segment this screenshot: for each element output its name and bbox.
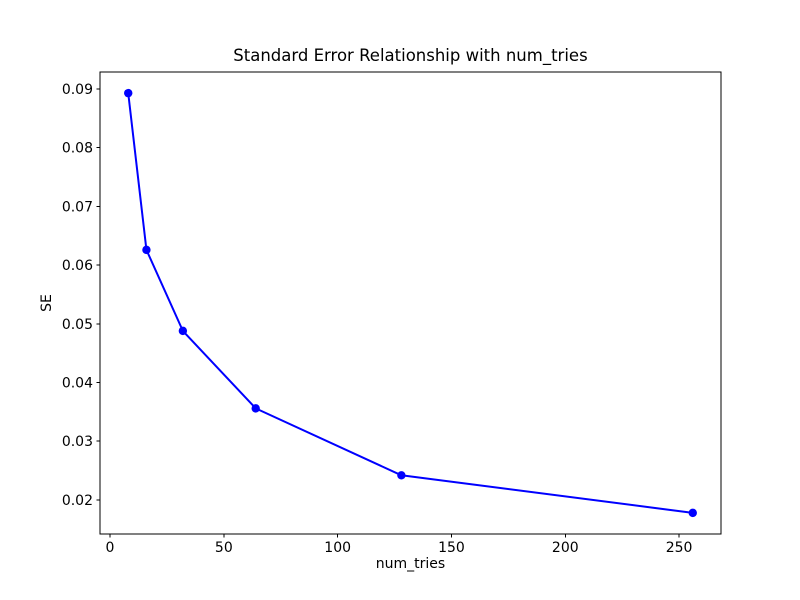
x-tick-label: 0 — [106, 540, 115, 556]
y-tick-label: 0.04 — [62, 376, 93, 392]
data-point-marker — [124, 88, 133, 98]
x-axis-label: num_tries — [375, 556, 446, 572]
se-line — [127, 92, 694, 514]
x-tick-label: 250 — [666, 540, 693, 556]
x-tick-label: 200 — [552, 540, 579, 556]
y-tick-label: 0.06 — [62, 258, 93, 274]
x-tick-label: 50 — [215, 540, 233, 556]
y-tick-label: 0.07 — [62, 199, 93, 215]
plot-frame — [99, 71, 722, 535]
y-tick-label: 0.03 — [62, 434, 93, 450]
x-tick-label: 100 — [324, 540, 351, 556]
y-axis-label: SE — [39, 294, 55, 312]
data-point-marker — [142, 245, 151, 255]
data-point-marker — [251, 404, 260, 413]
data-point-marker — [178, 326, 188, 336]
data-point-marker — [688, 508, 697, 518]
y-tick-label: 0.05 — [62, 317, 93, 333]
y-tick-label: 0.09 — [62, 82, 93, 98]
data-point-marker — [397, 471, 406, 480]
y-tick-label: 0.08 — [62, 141, 93, 157]
chart-title: Standard Error Relationship with num_tri… — [233, 46, 588, 65]
y-tick-label: 0.02 — [62, 493, 93, 509]
x-tick-label: 150 — [438, 540, 465, 556]
